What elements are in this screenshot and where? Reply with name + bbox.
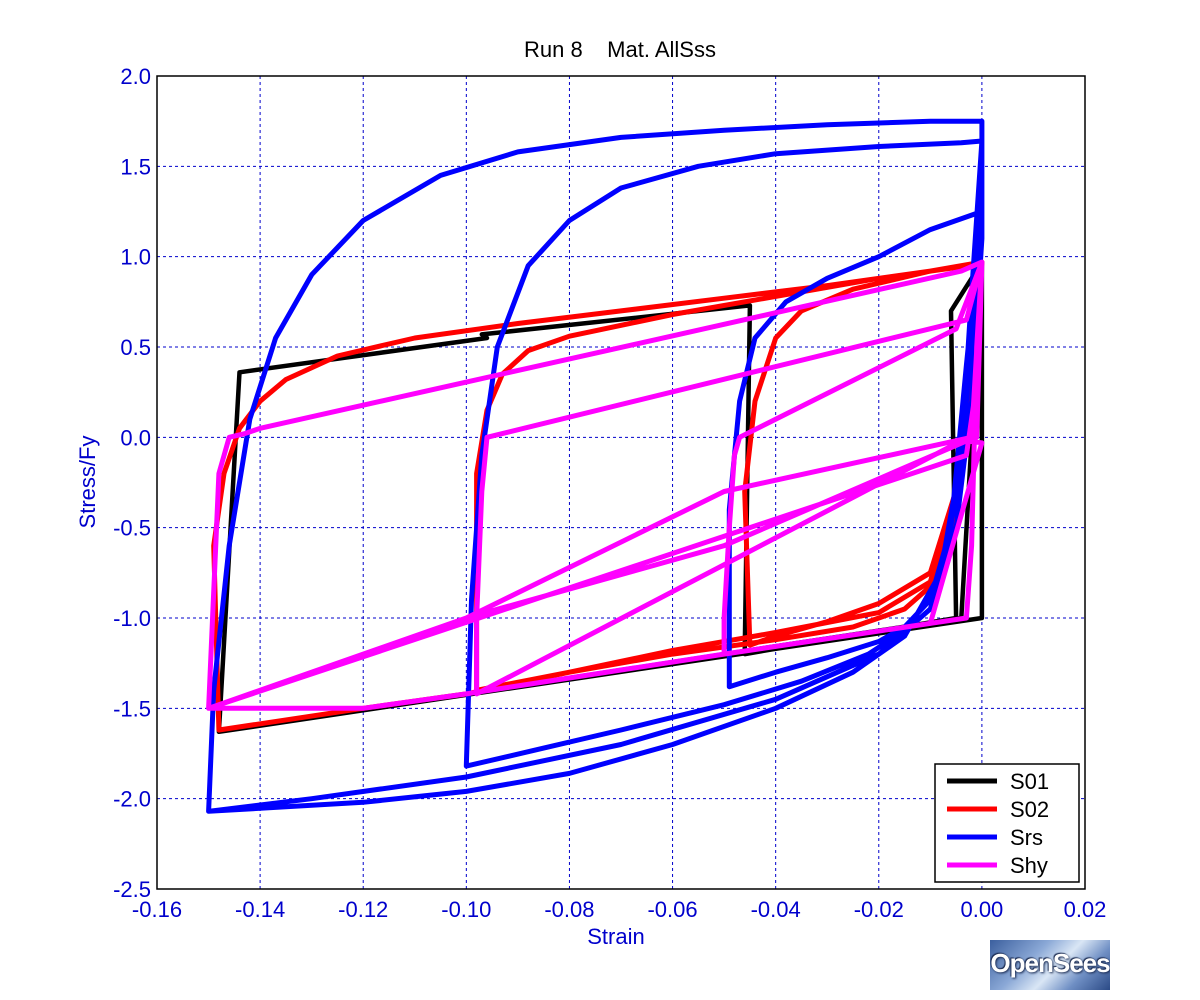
x-tick-label: -0.04 bbox=[751, 897, 801, 922]
y-tick-label: 1.0 bbox=[120, 245, 151, 270]
plot-frame bbox=[156, 75, 1086, 890]
x-tick-label: 0.00 bbox=[960, 897, 1003, 922]
opensees-logo: OpenSees bbox=[990, 940, 1110, 990]
x-tick-label: -0.02 bbox=[854, 897, 904, 922]
chart-title: Run 8 Mat. AllSss bbox=[524, 37, 716, 62]
x-tick-labels: -0.16 -0.14 -0.12 -0.10 -0.08 -0.06 -0.04 -0.02… bbox=[132, 897, 1106, 922]
series-layer bbox=[206, 118, 985, 814]
y-tick-label: -1.0 bbox=[113, 606, 151, 631]
series-line-shy bbox=[206, 259, 985, 711]
y-tick-label: -2.0 bbox=[113, 787, 151, 812]
legend: S01 S02 Srs Shy bbox=[934, 763, 1080, 883]
x-tick-label: -0.06 bbox=[647, 897, 697, 922]
plot-area bbox=[157, 76, 1085, 889]
y-tick-labels: 2.0 1.5 1.0 0.5 0.0 -0.5 -1.0 -1.5 -2.0 -2.5 bbox=[113, 64, 151, 902]
legend-box bbox=[934, 763, 1080, 883]
x-tick-label: -0.14 bbox=[235, 897, 285, 922]
x-tick-label: -0.12 bbox=[338, 897, 388, 922]
y-tick-label: -0.5 bbox=[113, 516, 151, 541]
y-tick-label: 0.5 bbox=[120, 335, 151, 360]
legend-label-s02: S02 bbox=[1010, 797, 1049, 822]
legend-label-srs: Srs bbox=[1010, 825, 1043, 850]
x-axis-label: Strain bbox=[587, 924, 644, 949]
x-tick-label: -0.08 bbox=[544, 897, 594, 922]
y-tick-label: -2.5 bbox=[113, 877, 151, 902]
x-tick-label: -0.10 bbox=[441, 897, 491, 922]
y-tick-label: 2.0 bbox=[120, 64, 151, 89]
logo-text: OpenSees bbox=[990, 948, 1110, 978]
y-tick-label: -1.5 bbox=[113, 696, 151, 721]
legend-label-shy: Shy bbox=[1010, 853, 1048, 878]
y-axis-label: Stress/Fy bbox=[75, 436, 100, 529]
x-tick-label: 0.02 bbox=[1064, 897, 1107, 922]
series-line-srs bbox=[206, 118, 985, 814]
y-tick-label: 0.0 bbox=[120, 425, 151, 450]
y-tick-label: 1.5 bbox=[120, 154, 151, 179]
legend-label-s01: S01 bbox=[1010, 769, 1049, 794]
x-tick-label: -0.16 bbox=[132, 897, 182, 922]
